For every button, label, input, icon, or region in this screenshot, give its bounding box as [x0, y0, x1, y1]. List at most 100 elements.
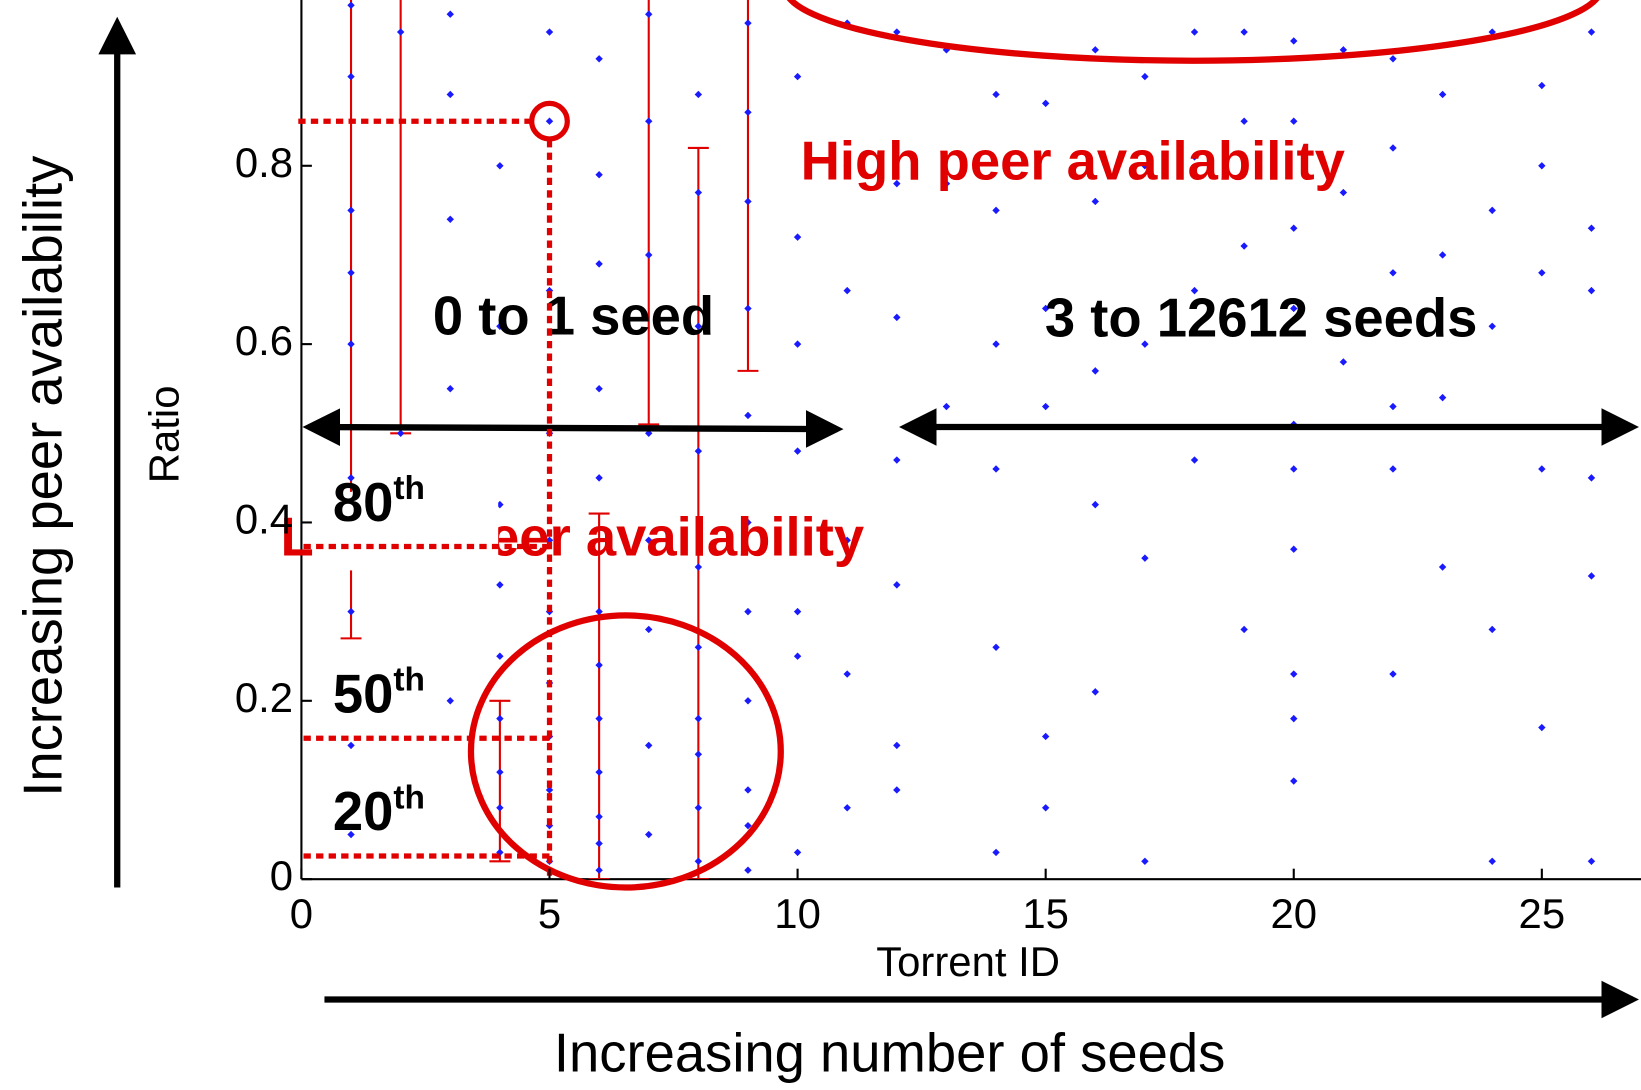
point — [793, 340, 802, 348]
point — [496, 652, 504, 660]
point — [694, 714, 703, 723]
point — [744, 866, 752, 874]
point — [1141, 162, 1149, 170]
point — [893, 179, 901, 188]
point — [446, 215, 454, 223]
y-tick-label: 0.8 — [235, 139, 293, 186]
point — [992, 848, 1000, 857]
point — [1041, 732, 1050, 741]
percentile-number: 20 — [333, 782, 394, 843]
point — [793, 72, 802, 81]
point — [1290, 465, 1298, 473]
point — [793, 652, 802, 660]
point — [496, 581, 504, 589]
point — [1587, 857, 1596, 866]
point — [1091, 46, 1099, 54]
point — [744, 786, 752, 794]
point — [1587, 572, 1596, 580]
point — [843, 286, 851, 295]
point — [1290, 37, 1298, 45]
point — [595, 170, 603, 179]
point — [645, 10, 653, 18]
percentile-ordinal: th — [393, 470, 425, 507]
point — [694, 804, 703, 812]
point — [446, 10, 454, 18]
point — [694, 750, 703, 759]
point — [496, 714, 504, 723]
cover — [313, 491, 499, 571]
point — [843, 804, 851, 812]
x-tick-label: 0 — [290, 890, 313, 937]
point — [744, 19, 752, 27]
point — [893, 313, 901, 322]
x-tick-label: 20 — [1270, 890, 1317, 937]
point — [744, 197, 752, 206]
point — [1290, 117, 1298, 125]
point — [992, 465, 1000, 473]
point — [595, 661, 603, 669]
point — [645, 741, 653, 750]
point — [1290, 224, 1298, 232]
percentile-ordinal: th — [393, 662, 425, 699]
plot-root: Ratio Torrent ID Increasing peer availab… — [12, 0, 1641, 1083]
point — [893, 786, 901, 794]
point — [1389, 465, 1397, 473]
point — [744, 697, 752, 705]
point — [1389, 55, 1397, 63]
percentile-label: 20th — [333, 779, 425, 842]
point — [446, 90, 454, 99]
point — [1438, 90, 1447, 99]
point — [496, 322, 504, 330]
x-arrow-label: Increasing number of seeds — [554, 1022, 1225, 1083]
point — [793, 233, 802, 241]
point — [1240, 242, 1248, 250]
point — [992, 643, 1000, 652]
point — [1091, 688, 1099, 696]
point — [545, 117, 554, 125]
point — [595, 714, 603, 723]
point — [1290, 545, 1298, 553]
point — [396, 28, 405, 36]
point — [992, 340, 1000, 348]
point — [1488, 625, 1496, 634]
percentile-label: 80th — [333, 470, 425, 533]
point — [1091, 197, 1099, 206]
point — [1091, 367, 1099, 375]
highlight-point — [529, 100, 570, 142]
point — [595, 866, 603, 874]
point — [793, 607, 802, 616]
x-tick-label: 10 — [774, 890, 821, 937]
point — [496, 162, 504, 170]
percentile-number: 50 — [333, 664, 394, 725]
point — [1587, 286, 1596, 295]
point — [1290, 670, 1298, 678]
x-tick-label: 5 — [538, 890, 561, 937]
point — [595, 607, 603, 616]
point — [1438, 393, 1447, 402]
highlight-ellipse — [467, 612, 784, 891]
point — [1141, 340, 1149, 348]
point — [1389, 269, 1397, 277]
point — [893, 28, 901, 36]
point — [545, 786, 554, 794]
point — [1538, 162, 1546, 170]
point — [744, 411, 752, 420]
point — [744, 108, 752, 116]
point — [1290, 304, 1298, 313]
x-axis-label: Torrent ID — [876, 938, 1060, 985]
point — [347, 340, 355, 348]
point — [694, 643, 703, 652]
y-tick-label: 0 — [270, 852, 293, 899]
point — [496, 804, 504, 812]
y-axis-label: Ratio — [141, 385, 188, 483]
point — [694, 188, 703, 197]
point — [1190, 456, 1199, 464]
point — [1141, 857, 1149, 866]
point — [595, 768, 603, 776]
point — [1538, 723, 1546, 732]
point — [1290, 714, 1298, 723]
point — [1389, 402, 1397, 411]
point — [645, 251, 653, 259]
